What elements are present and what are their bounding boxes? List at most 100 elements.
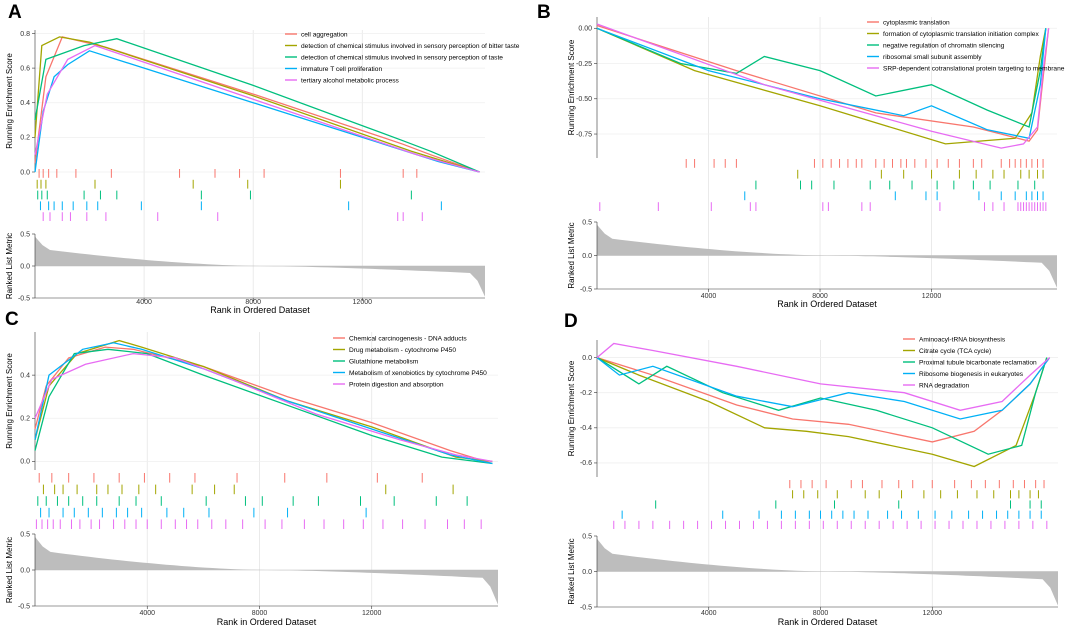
- legend-label: negative regulation of chromatin silenci…: [883, 42, 1005, 49]
- metric-tick-label: 0.5: [20, 231, 30, 238]
- es-line: [34, 44, 480, 173]
- panel-d: D 0.0 -0.2 -0.4 -0.6 Running Enrichment Score…: [564, 311, 1058, 627]
- es-line: [596, 342, 1051, 411]
- ranked-metric-area: [597, 538, 1058, 606]
- panel-a: A 0.0 0.2 0.4 0.6 0.8 Running Enrichment Score…: [5, 2, 520, 315]
- metric-tick-label: 0.0: [582, 253, 592, 260]
- y-tick-label: 0.2: [20, 416, 30, 423]
- metric-y-axis-label: Ranked List Metric: [5, 233, 14, 299]
- metric-tick-label: 0.0: [582, 569, 592, 576]
- metric-tick-label: 0.5: [582, 533, 592, 540]
- legend-label: Glutathione metabolism: [349, 358, 419, 365]
- legend-label: immature T cell proliferation: [301, 66, 382, 73]
- es-y-axis-label: Running Enrichment Score: [567, 360, 576, 456]
- legend-label: RNA degradation: [919, 382, 970, 389]
- y-tick-label: 0.6: [20, 65, 30, 72]
- legend: Aminoacyl-tRNA biosynthesis Citrate cycle…: [903, 336, 1037, 389]
- legend-label: detection of chemical stimulus involved …: [301, 54, 503, 61]
- panel-letter: C: [5, 309, 19, 330]
- es-line: [596, 27, 1047, 140]
- es-line: [34, 352, 493, 463]
- y-tick-label: -0.75: [576, 131, 592, 138]
- metric-tick-label: 0.5: [20, 531, 30, 538]
- x-tick-label: 8000: [813, 610, 829, 617]
- x-axis-label: Rank in Ordered Dataset: [210, 305, 310, 315]
- legend-label: Aminoacyl-tRNA biosynthesis: [919, 336, 1006, 343]
- y-tick-label: -0.2: [580, 390, 592, 397]
- legend-label: tertiary alcohol metabolic process: [301, 77, 400, 84]
- x-tick-label: 4000: [139, 610, 155, 617]
- ranked-metric-area: [35, 236, 485, 297]
- legend-label: Metabolism of xenobiotics by cytochrome …: [349, 370, 487, 377]
- x-axis-label: Rank in Ordered Dataset: [778, 617, 878, 627]
- y-tick-label: -0.4: [580, 425, 592, 432]
- ranked-metric-area: [597, 224, 1057, 288]
- es-y-axis-label: Running Enrichment Score: [567, 39, 576, 135]
- legend-label: Proximal tubule bicarbonate reclamation: [919, 359, 1037, 366]
- legend-label: ribosomal small subunit assembly: [883, 54, 982, 61]
- y-tick-label: 0.0: [582, 355, 592, 362]
- y-tick-label: -0.25: [576, 61, 592, 68]
- metric-tick-label: 0.5: [582, 219, 592, 226]
- legend-label: Drug metabolism - cytochrome P450: [349, 347, 456, 354]
- ranked-metric-area: [35, 536, 498, 605]
- es-line: [34, 38, 480, 173]
- x-tick-label: 4000: [136, 299, 152, 306]
- metric-tick-label: -0.5: [580, 604, 592, 611]
- y-tick-label: 0.2: [20, 135, 30, 142]
- legend-label: SRP-dependent cotranslational protein ta…: [883, 65, 1065, 72]
- panel-letter: B: [537, 2, 551, 23]
- x-tick-label: 12000: [922, 293, 942, 300]
- y-tick-label: -0.50: [576, 96, 592, 103]
- legend-label: Ribosome biogenesis in eukaryotes: [919, 371, 1024, 378]
- metric-tick-label: 0.0: [20, 567, 30, 574]
- y-tick-label: 0.00: [578, 26, 592, 33]
- es-line: [596, 23, 1050, 149]
- es-line: [34, 36, 480, 173]
- es-line: [596, 27, 1047, 145]
- x-axis-label: Rank in Ordered Dataset: [777, 299, 877, 309]
- es-line: [34, 36, 480, 173]
- metric-y-axis-label: Ranked List Metric: [5, 537, 14, 603]
- legend-label: Citrate cycle (TCA cycle): [919, 348, 991, 355]
- metric-y-axis-label: Ranked List Metric: [567, 538, 576, 604]
- legend-label: formation of cytoplasmic translation ini…: [883, 31, 1039, 38]
- y-tick-label: -0.6: [580, 460, 592, 467]
- y-tick-label: 0.4: [20, 372, 30, 379]
- legend-label: Protein digestion and absorption: [349, 381, 444, 388]
- x-tick-label: 12000: [923, 610, 943, 617]
- es-line: [34, 342, 493, 465]
- y-tick-label: 0.8: [20, 31, 30, 38]
- metric-tick-label: 0.0: [20, 263, 30, 270]
- metric-tick-label: -0.5: [18, 295, 30, 302]
- x-tick-label: 8000: [812, 293, 828, 300]
- metric-tick-label: -0.5: [18, 603, 30, 610]
- es-line: [34, 339, 493, 463]
- y-tick-label: 0.0: [20, 169, 30, 176]
- panel-letter: D: [564, 311, 578, 332]
- legend-label: Chemical carcinogenesis - DNA adducts: [349, 335, 467, 342]
- es-y-axis-label: Running Enrichment Score: [5, 353, 14, 449]
- metric-tick-label: -0.5: [580, 286, 592, 293]
- y-tick-label: 0.0: [20, 459, 30, 466]
- es-y-axis-label: Running Enrichment Score: [5, 53, 14, 149]
- es-line: [596, 357, 1051, 420]
- x-axis-label: Rank in Ordered Dataset: [217, 617, 317, 627]
- legend: cytoplasmic translation formation of cyto…: [867, 19, 1065, 72]
- x-tick-label: 8000: [252, 610, 268, 617]
- es-line: [596, 357, 1048, 468]
- x-tick-label: 4000: [701, 293, 717, 300]
- x-tick-label: 8000: [245, 299, 261, 306]
- x-tick-label: 4000: [701, 610, 717, 617]
- x-tick-label: 12000: [353, 299, 373, 306]
- x-tick-label: 12000: [362, 610, 382, 617]
- panel-letter: A: [8, 2, 22, 23]
- legend-label: cytoplasmic translation: [883, 19, 950, 26]
- es-line: [596, 27, 1047, 128]
- legend-label: cell aggregation: [301, 31, 348, 38]
- metric-y-axis-label: Ranked List Metric: [567, 222, 576, 288]
- legend-label: detection of chemical stimulus involved …: [301, 43, 520, 50]
- legend: cell aggregation detection of chemical st…: [285, 31, 520, 84]
